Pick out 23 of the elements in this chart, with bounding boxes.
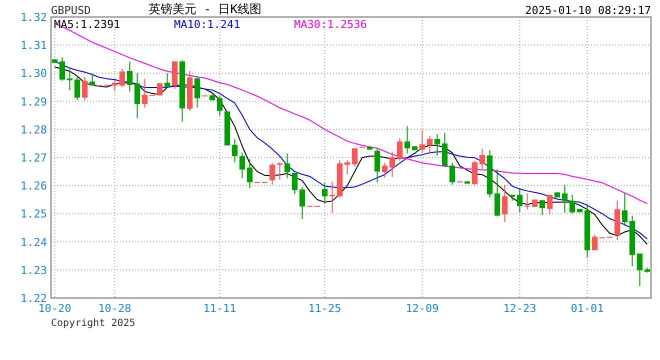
x-tick-label: 11-11 — [203, 302, 236, 315]
y-tick-label: 1.32 — [20, 11, 47, 24]
y-tick-label: 1.30 — [20, 67, 47, 80]
x-tick-label: 01-01 — [570, 302, 604, 315]
y-tick-label: 1.31 — [20, 39, 47, 52]
y-tick-label: 1.25 — [20, 208, 47, 221]
text: Copyright 2025 — [51, 318, 136, 329]
x-tick-label: 11-25 — [308, 302, 342, 315]
x-tick-label: 10-20 — [38, 302, 72, 315]
y-tick-label: 1.22 — [20, 292, 47, 305]
y-tick-label: 1.27 — [20, 152, 47, 164]
legend: MA5:1.2391 MA10:1.241 MA30:1.2536 — [54, 18, 367, 31]
y-tick-label: 1.28 — [20, 123, 47, 136]
x-tick-label: 10-28 — [98, 302, 132, 315]
x-tick-label: 12-09 — [406, 302, 439, 315]
chart-title: 英镑美元 - 日K线图 — [148, 2, 262, 16]
x-tick-label: 12-23 — [503, 302, 536, 315]
annotation: 2025-01-10 08:29:17 — [525, 4, 651, 17]
y-tick-label: 1.29 — [20, 95, 47, 108]
y-tick-label: 1.24 — [20, 236, 48, 249]
y-tick-label: 1.26 — [20, 180, 47, 193]
y-tick-label: 1.23 — [20, 264, 47, 277]
chart-subtitle: GBPUSD — [51, 4, 91, 17]
